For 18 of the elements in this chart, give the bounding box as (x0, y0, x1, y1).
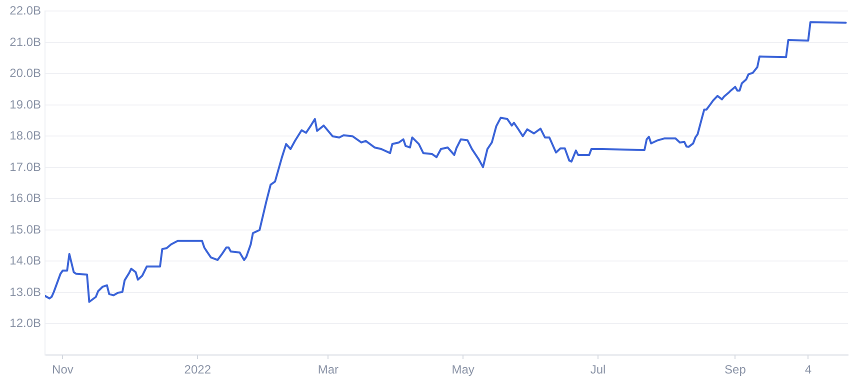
y-tick-label: 22.0B (10, 4, 41, 18)
y-tick-label: 21.0B (10, 34, 41, 49)
y-tick-label: 20.0B (10, 66, 41, 80)
x-tick-label: Sep (724, 362, 746, 377)
x-tick-label: Nov (52, 362, 74, 377)
x-tick-label: Jul (590, 362, 606, 377)
y-tick-label: 19.0B (10, 97, 41, 112)
y-tick-label: 17.0B (10, 160, 41, 174)
y-tick-label: 15.0B (10, 222, 41, 236)
y-tick-label: 16.0B (10, 191, 41, 206)
x-tick-label: 2022 (184, 362, 212, 377)
x-tick-label: Mar (318, 362, 338, 377)
x-tick-label: May (452, 362, 474, 377)
y-tick-label: 13.0B (10, 284, 41, 299)
y-tick-label: 12.0B (10, 316, 41, 330)
y-tick-label: 14.0B (10, 254, 41, 268)
x-tick-label: 4 (804, 362, 812, 377)
y-tick-label: 18.0B (10, 128, 41, 143)
